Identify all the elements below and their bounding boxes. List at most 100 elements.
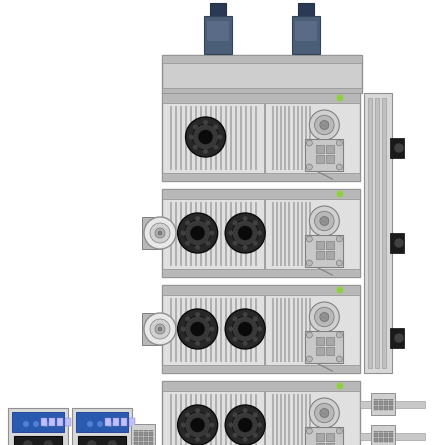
Circle shape xyxy=(185,241,190,246)
Bar xyxy=(250,394,252,445)
Circle shape xyxy=(97,421,103,427)
Bar xyxy=(301,106,303,170)
Bar xyxy=(195,394,197,445)
Circle shape xyxy=(320,409,329,417)
Circle shape xyxy=(309,302,340,332)
Circle shape xyxy=(306,140,312,146)
Circle shape xyxy=(253,413,258,417)
Circle shape xyxy=(181,422,186,428)
Circle shape xyxy=(195,341,200,346)
Bar xyxy=(389,396,393,400)
Circle shape xyxy=(193,145,198,150)
Bar xyxy=(297,394,298,445)
Bar xyxy=(162,269,360,277)
Bar xyxy=(264,295,266,365)
Circle shape xyxy=(150,319,170,339)
Circle shape xyxy=(209,327,215,332)
Circle shape xyxy=(315,403,334,423)
Circle shape xyxy=(23,440,33,445)
Bar xyxy=(139,427,143,431)
Bar xyxy=(134,432,138,436)
Bar xyxy=(374,396,378,400)
Bar xyxy=(379,433,383,437)
Bar xyxy=(185,106,187,170)
Bar xyxy=(326,251,334,259)
Bar xyxy=(134,442,138,445)
Bar xyxy=(316,443,324,445)
Circle shape xyxy=(309,398,340,428)
Bar xyxy=(264,391,266,445)
Bar xyxy=(309,298,311,362)
Bar xyxy=(384,428,388,432)
Bar xyxy=(190,106,192,170)
Bar xyxy=(288,202,291,266)
Circle shape xyxy=(232,337,237,342)
Circle shape xyxy=(394,143,404,153)
Bar xyxy=(170,202,172,266)
Bar xyxy=(149,432,153,436)
Bar xyxy=(276,394,278,445)
Bar xyxy=(390,328,404,348)
Circle shape xyxy=(232,316,237,321)
Bar xyxy=(14,436,62,445)
Bar xyxy=(240,106,242,170)
Bar xyxy=(390,138,404,158)
Bar xyxy=(276,106,278,170)
Bar xyxy=(295,21,317,41)
Bar xyxy=(240,394,242,445)
Bar xyxy=(185,202,187,266)
Bar xyxy=(149,427,153,431)
Circle shape xyxy=(193,124,218,150)
Bar xyxy=(139,442,143,445)
Bar xyxy=(139,432,143,436)
Circle shape xyxy=(306,260,312,266)
Bar xyxy=(162,55,362,63)
Bar xyxy=(210,394,212,445)
Bar xyxy=(235,202,237,266)
Bar xyxy=(225,298,227,362)
Circle shape xyxy=(336,236,342,242)
Bar xyxy=(142,217,162,249)
Bar xyxy=(297,202,298,266)
Bar xyxy=(205,394,207,445)
Bar xyxy=(272,394,274,445)
Bar xyxy=(389,401,393,405)
Circle shape xyxy=(191,226,205,240)
Bar xyxy=(180,394,182,445)
Bar xyxy=(384,433,388,437)
Circle shape xyxy=(23,421,29,427)
Bar xyxy=(301,202,303,266)
Circle shape xyxy=(243,437,248,442)
Bar xyxy=(326,433,334,441)
Bar xyxy=(195,202,197,266)
Bar xyxy=(316,433,324,441)
Bar xyxy=(235,298,237,362)
Bar xyxy=(144,432,148,436)
Circle shape xyxy=(336,332,342,338)
Circle shape xyxy=(177,213,218,253)
Circle shape xyxy=(185,412,211,438)
Bar xyxy=(284,106,286,170)
Circle shape xyxy=(225,405,265,445)
Bar xyxy=(379,406,383,410)
Bar xyxy=(301,394,303,445)
Circle shape xyxy=(232,316,258,342)
Bar xyxy=(305,235,343,267)
Bar xyxy=(195,106,197,170)
Bar xyxy=(309,106,311,170)
Bar xyxy=(175,394,177,445)
Bar xyxy=(180,202,182,266)
Bar xyxy=(316,347,324,355)
Bar xyxy=(371,393,395,415)
Circle shape xyxy=(315,307,334,327)
Bar xyxy=(195,298,197,362)
Circle shape xyxy=(336,190,343,198)
Circle shape xyxy=(213,124,218,129)
Circle shape xyxy=(228,327,233,332)
Bar xyxy=(326,241,334,249)
Circle shape xyxy=(155,324,165,334)
Bar xyxy=(162,189,360,277)
Bar xyxy=(250,298,252,362)
Circle shape xyxy=(209,231,215,235)
Circle shape xyxy=(43,440,53,445)
